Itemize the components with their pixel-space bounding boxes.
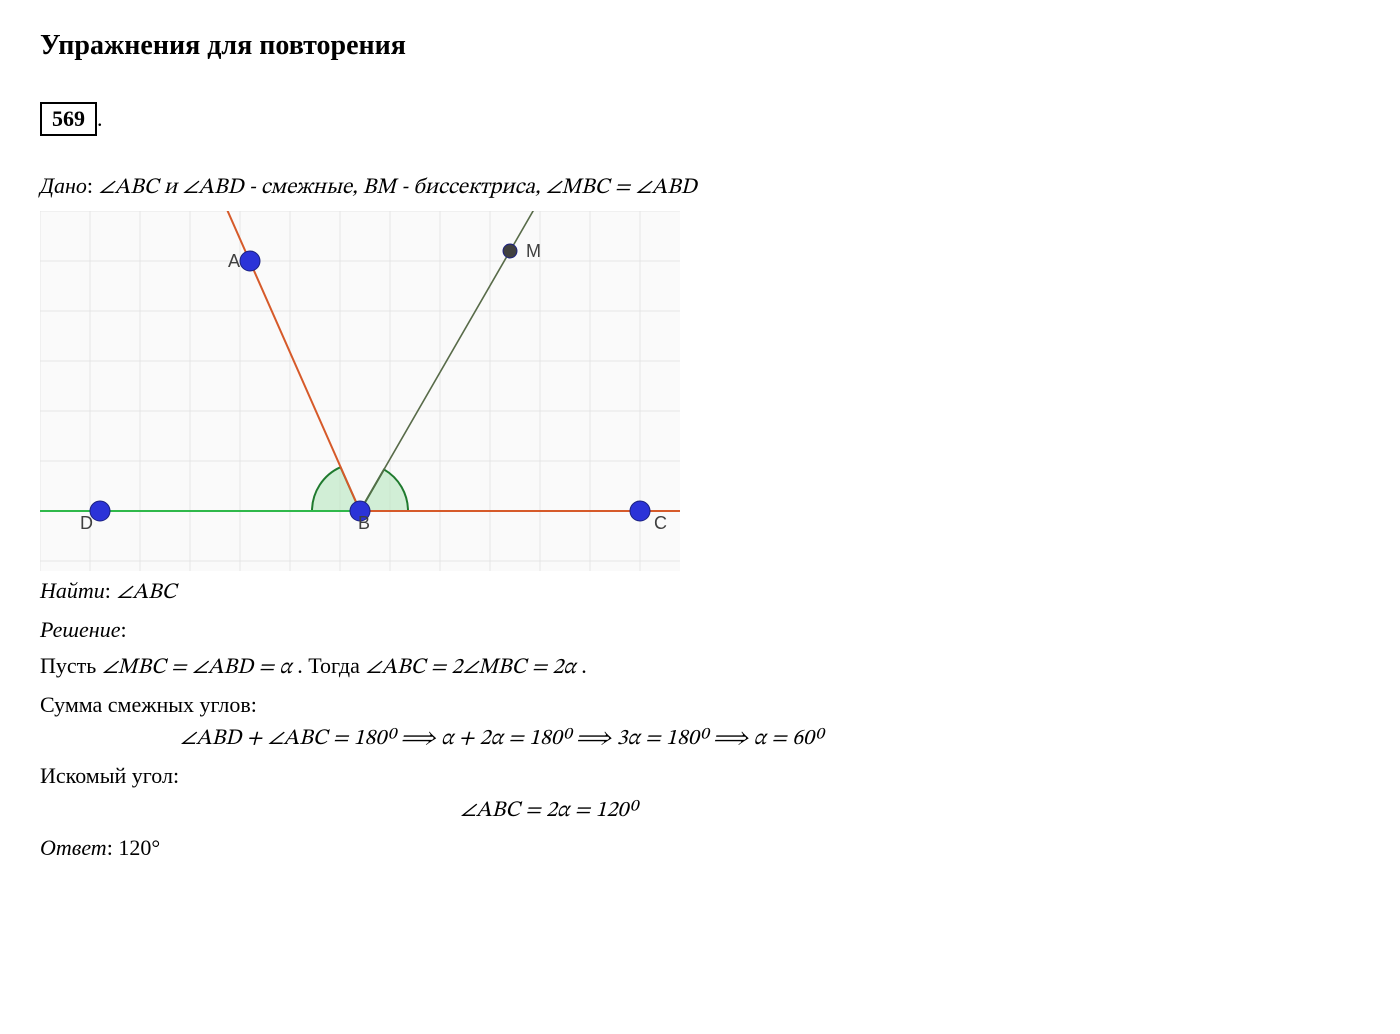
solution-equation: ∠ABD + ∠ABC = 180⁰ ⟹ α + 2α = 180⁰ ⟹ 3α … [180,724,1360,756]
colon-2: : [105,578,117,603]
given-line: Дано: ∠ABC и ∠ABD - смежные, BM - биссек… [40,170,1360,205]
solution-step-1: Пусть ∠MBC = ∠ABD = α . Тогда ∠ABC = 2∠M… [40,650,1360,685]
point-label-M: M [526,241,541,261]
solution-step-2: Сумма смежных углов: [40,689,1360,721]
colon-4: : [107,835,119,860]
solution-step-3: Искомый угол: [40,760,1360,792]
point-M [503,244,517,258]
sol1-e: . [581,653,587,678]
given-text: ∠ABC и ∠ABD - смежные, BM - биссектриса,… [99,177,697,199]
section-title: Упражнения для повторения [40,30,1360,62]
find-label: Найти [40,578,105,603]
colon-1: : [87,173,99,198]
find-line: Найти: ∠ABC [40,575,1360,610]
given-label: Дано [40,173,87,198]
point-D [90,501,110,521]
answer-line: Ответ: 120° [40,832,1360,864]
sol1-b: ∠MBC = ∠ABD = α [102,657,292,679]
problem-number: 569 [40,102,97,136]
problem-number-row: 569. [40,102,1360,166]
solution-label: Решение [40,617,120,642]
point-label-B: B [358,513,370,533]
point-label-D: D [80,513,93,533]
answer-label: Ответ [40,835,107,860]
geometry-diagram: B D C A M [40,211,680,571]
solution-result: ∠ABC = 2α = 120⁰ [460,796,1360,828]
find-text: ∠ABC [116,582,176,604]
answer-value: 120° [118,835,160,860]
solution-label-line: Решение: [40,614,1360,646]
problem-number-dot: . [97,106,103,131]
point-label-C: C [654,513,667,533]
sol1-d: ∠ABC = 2∠MBC = 2α [365,657,575,679]
point-label-A: A [228,251,240,271]
point-C [630,501,650,521]
page-root: Упражнения для повторения 569. Дано: ∠AB… [0,0,1400,1034]
point-A [240,251,260,271]
sol1-a: Пусть [40,653,102,678]
colon-3: : [120,617,126,642]
diagram-svg: B D C A M [40,211,680,571]
sol1-c: . Тогда [297,653,365,678]
